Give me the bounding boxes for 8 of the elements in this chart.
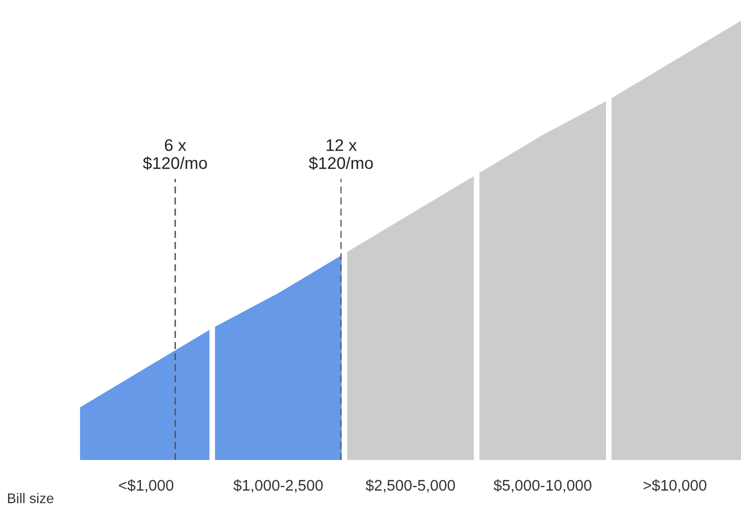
x-tick-label: $5,000-10,000 (494, 479, 592, 493)
x-tick-label: $1,000-2,500 (233, 479, 323, 493)
annotation: 12 x $120/mo (308, 139, 373, 170)
x-tick-label: $2,500-5,000 (366, 479, 455, 493)
x-tick-label: >$10,000 (644, 479, 706, 493)
x-axis-title: Bill size (8, 493, 54, 504)
annotation: 6 x $120/mo (142, 139, 207, 170)
x-tick-label: <$1,000 (119, 479, 174, 493)
